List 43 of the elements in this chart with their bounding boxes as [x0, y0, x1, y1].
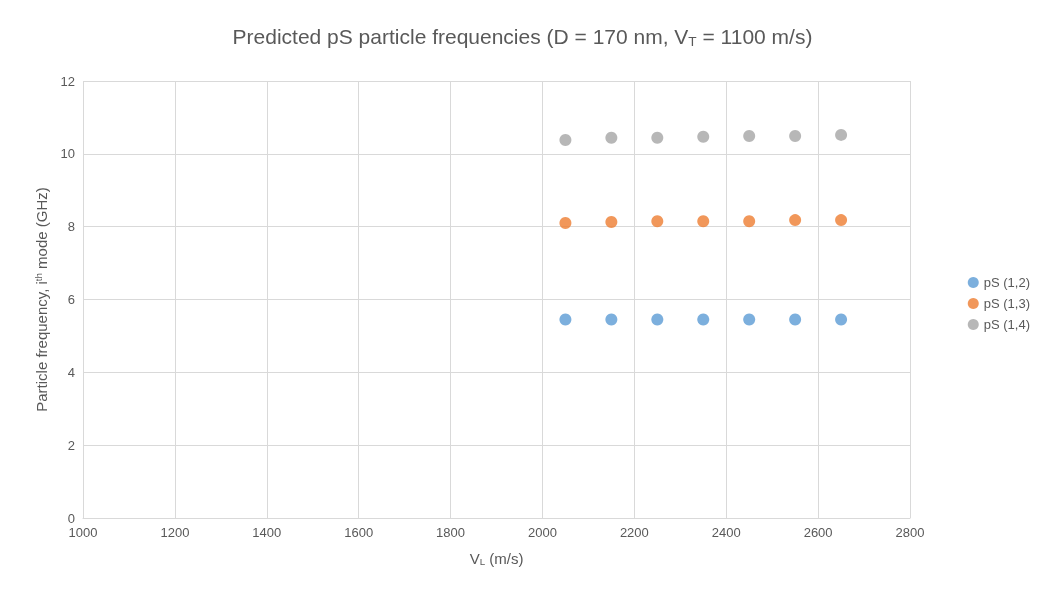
legend-label: pS (1,2) — [983, 275, 1031, 290]
x-tick-label: 2200 — [619, 525, 649, 540]
y-tick-label: 8 — [67, 219, 75, 235]
x-tick-label: 1200 — [160, 525, 190, 540]
point — [559, 134, 572, 146]
point — [651, 215, 664, 228]
x-tick-label: 2000 — [527, 525, 557, 540]
x-tick-label: 1000 — [68, 525, 98, 540]
point — [697, 313, 710, 326]
point — [651, 313, 664, 326]
point — [697, 215, 710, 228]
x-tick-label: 1400 — [252, 525, 282, 540]
x-tick-label: 1800 — [436, 525, 466, 540]
point — [651, 131, 664, 144]
point — [559, 217, 572, 230]
point — [789, 214, 802, 227]
y-tick-label: 2 — [67, 437, 75, 453]
x-tick-label: 1600 — [344, 525, 374, 540]
point — [743, 129, 756, 142]
point — [605, 131, 618, 144]
point — [605, 215, 618, 228]
point — [835, 313, 848, 326]
point — [605, 313, 618, 326]
point — [789, 129, 802, 142]
y-tick-label: 12 — [60, 73, 75, 89]
legend-label: pS (1,3) — [983, 296, 1031, 311]
point — [743, 313, 756, 326]
x-tick-label: 2400 — [711, 525, 741, 540]
point — [743, 215, 756, 228]
y-tick-label: 0 — [67, 510, 75, 526]
point — [789, 313, 802, 326]
x-axis-title: VL (m/s) — [469, 549, 524, 568]
point — [697, 130, 710, 143]
point — [835, 214, 848, 227]
y-tick-label: 4 — [67, 364, 75, 380]
y-tick-label: 10 — [60, 146, 75, 162]
x-tick-label: 2600 — [803, 525, 833, 540]
x-tick-label: 2800 — [895, 525, 925, 540]
point — [835, 128, 848, 141]
point — [559, 313, 572, 326]
legend-label: pS (1,4) — [983, 317, 1031, 332]
y-axis-title: Particle frequency, ith mode (GHz) — [32, 187, 51, 412]
y-tick-label: 6 — [67, 292, 75, 307]
